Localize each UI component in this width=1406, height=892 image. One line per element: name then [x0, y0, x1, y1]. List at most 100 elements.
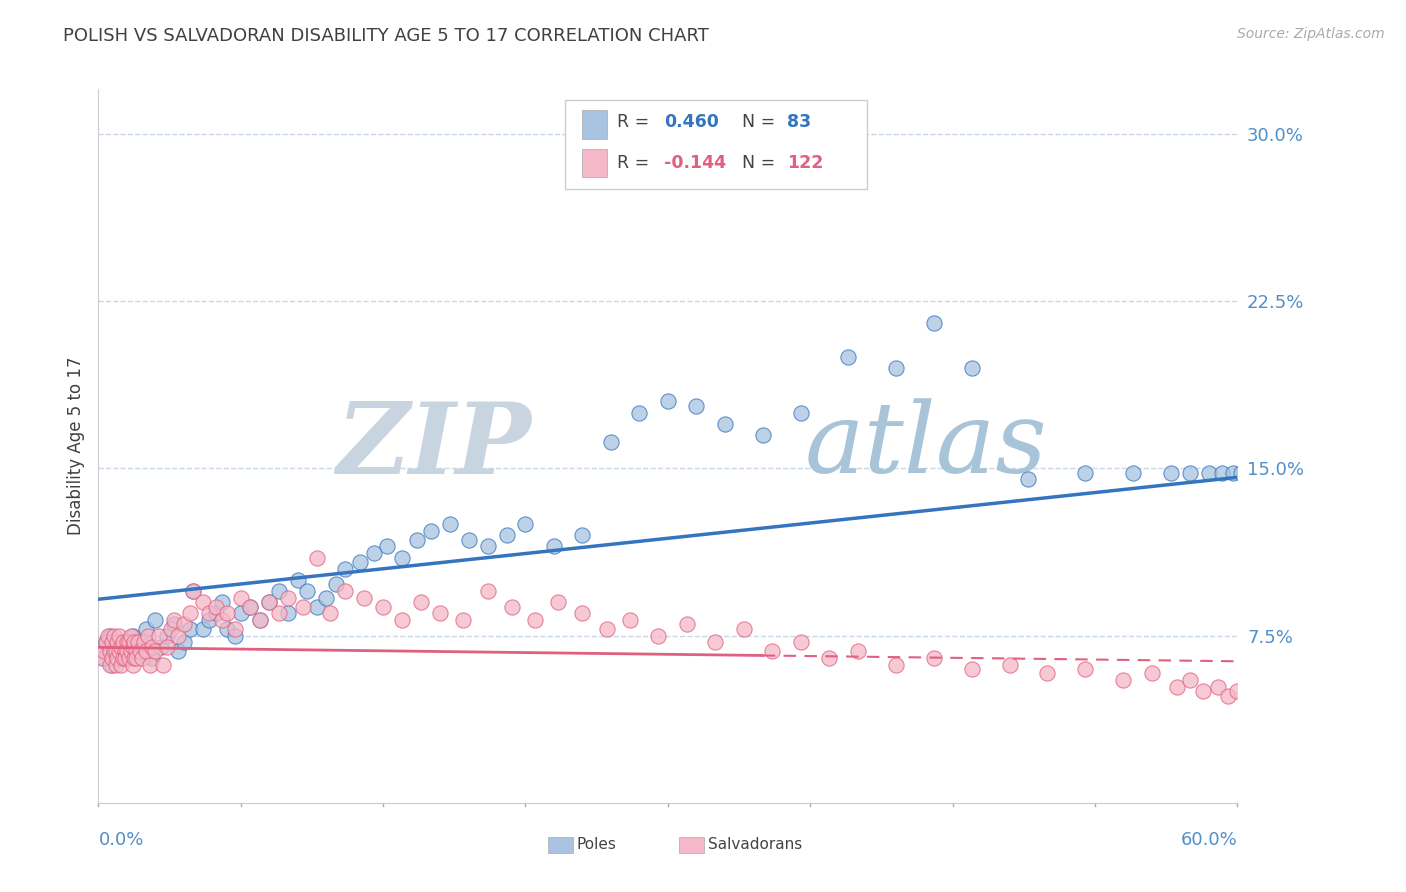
Point [315, 591, 337, 605]
Point [1074, 466, 1097, 480]
Point [145, 644, 167, 658]
Text: 83: 83 [787, 113, 811, 131]
Point [1308, 729, 1330, 743]
Text: atlas: atlas [804, 399, 1047, 493]
Point [477, 583, 499, 598]
FancyBboxPatch shape [582, 149, 607, 178]
Point [91, 651, 114, 665]
Point [110, 657, 132, 672]
Point [884, 657, 907, 672]
Point [391, 613, 413, 627]
Text: R =: R = [617, 113, 654, 131]
Point [120, 628, 142, 642]
Point [152, 657, 174, 672]
Point [118, 635, 141, 649]
Point [118, 635, 141, 649]
Point [1330, 733, 1353, 747]
Point [287, 573, 309, 587]
Bar [548, 837, 574, 853]
Point [125, 644, 148, 658]
Point [211, 613, 233, 627]
Y-axis label: Disability Age 5 to 17: Disability Age 5 to 17 [66, 357, 84, 535]
Point [229, 607, 252, 621]
Point [571, 607, 593, 621]
Point [1336, 747, 1358, 761]
Point [131, 651, 153, 665]
FancyBboxPatch shape [582, 111, 607, 139]
Point [183, 583, 205, 598]
Text: Salvadorans: Salvadorans [707, 838, 801, 853]
Point [1292, 466, 1315, 480]
FancyBboxPatch shape [565, 100, 868, 189]
Point [1222, 466, 1244, 480]
Point [676, 617, 699, 632]
Text: N =: N = [742, 153, 780, 171]
Point [790, 405, 813, 419]
Text: 0.0%: 0.0% [98, 831, 143, 849]
Point [112, 635, 135, 649]
Point [325, 577, 347, 591]
Point [156, 640, 179, 654]
Point [103, 628, 125, 642]
Point [100, 651, 122, 665]
Point [477, 539, 499, 553]
Point [104, 644, 127, 658]
Point [138, 657, 160, 672]
Point [1216, 689, 1239, 703]
Point [179, 622, 201, 636]
Point [319, 607, 342, 621]
Point [173, 617, 195, 632]
Point [1312, 724, 1334, 739]
Point [267, 607, 290, 621]
Point [267, 583, 290, 598]
Point [960, 662, 983, 676]
Point [121, 657, 143, 672]
Point [1074, 662, 1097, 676]
Point [114, 651, 136, 665]
Point [371, 599, 394, 614]
Point [1260, 696, 1282, 710]
Point [515, 516, 537, 531]
Point [159, 622, 181, 636]
Point [249, 613, 271, 627]
Point [1160, 466, 1182, 480]
Point [224, 628, 246, 642]
Point [205, 599, 228, 614]
Point [136, 628, 159, 642]
Point [107, 635, 129, 649]
Point [259, 595, 281, 609]
Point [419, 524, 441, 538]
Point [183, 583, 205, 598]
Point [98, 657, 121, 672]
Point [211, 595, 233, 609]
Point [179, 607, 201, 621]
Point [752, 427, 775, 442]
Point [1322, 729, 1344, 743]
Point [112, 640, 135, 654]
Point [115, 644, 138, 658]
Point [1018, 473, 1040, 487]
Point [1112, 673, 1135, 687]
Point [115, 635, 138, 649]
Point [733, 622, 755, 636]
Point [125, 644, 148, 658]
Point [217, 622, 239, 636]
Point [259, 595, 281, 609]
Point [1279, 711, 1302, 725]
Point [406, 533, 429, 547]
Point [97, 644, 120, 658]
Point [543, 539, 565, 553]
Point [628, 405, 651, 419]
Point [114, 644, 136, 658]
Point [110, 640, 132, 654]
Point [501, 599, 523, 614]
Point [127, 635, 149, 649]
Point [714, 417, 737, 431]
Point [685, 399, 707, 413]
Point [132, 635, 155, 649]
Point [121, 640, 143, 654]
Point [100, 635, 122, 649]
Point [145, 613, 167, 627]
Point [129, 635, 152, 649]
Point [239, 599, 262, 614]
